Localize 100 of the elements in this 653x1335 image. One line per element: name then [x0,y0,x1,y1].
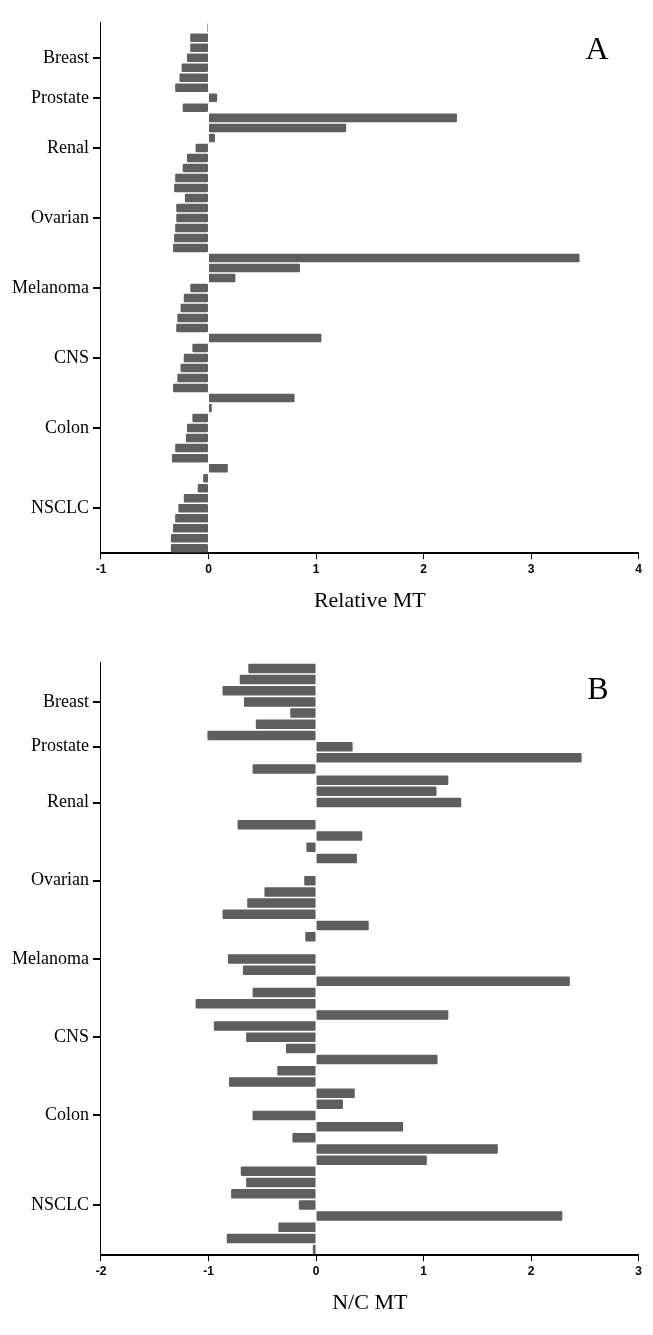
bar [176,213,209,223]
bar [181,63,209,73]
bar [173,523,209,533]
bar [255,719,316,730]
bar [316,1099,343,1110]
annotation: B [587,670,609,707]
bar [175,223,209,233]
y-tick-label: CNS [53,1025,89,1046]
bar [285,1043,316,1054]
x-tick-label: 0 [312,1263,320,1278]
bar [207,730,316,741]
bar [209,393,295,403]
bar [209,93,218,103]
bar [209,263,300,273]
x-tick-label: -1 [95,561,107,576]
y-tick-label: Colon [44,1104,89,1125]
bar [183,353,209,363]
bar [306,842,316,852]
bar [222,685,316,696]
bar [222,909,316,920]
bar [175,443,209,453]
annotation: A [585,30,609,67]
bar [176,203,209,213]
bar [316,1211,563,1221]
bar [316,831,363,841]
bar [240,1166,316,1177]
x-tick-label: -1 [203,1263,215,1278]
bar [316,775,449,785]
bar [183,493,209,503]
bar [248,663,316,674]
x-tick-label: -2 [95,1263,107,1278]
y-tick-label: NSCLC [30,496,89,517]
bar [316,786,437,797]
bar [187,423,209,433]
bar [316,976,570,987]
x-axis-title: Relative MT [313,586,427,612]
bar [173,243,209,253]
bar [195,143,209,153]
bar [316,1088,355,1098]
bar [316,853,357,864]
x-tick-label: 3 [527,561,535,576]
bar [178,503,209,513]
bar [174,233,209,243]
bar [170,543,209,553]
bar [174,183,209,193]
bar [209,113,457,123]
bar [316,797,462,808]
y-tick-label: Renal [46,791,89,812]
bar [209,123,347,133]
bar [182,163,209,173]
bar [209,253,580,263]
x-tick-label: 2 [420,561,428,576]
bar [171,453,209,463]
bar [316,741,353,752]
bar [209,463,228,473]
bar [182,103,209,113]
y-tick-label: Breast [42,690,89,711]
bar [180,303,209,313]
bar [187,153,209,163]
bar [175,83,209,93]
bar [179,73,209,83]
bar [190,283,209,293]
bar [316,1010,449,1020]
bar [209,333,322,343]
bar [190,43,209,53]
bar [192,413,209,423]
bar [226,1233,316,1244]
bar [237,820,316,830]
y-tick-label: Colon [44,416,89,437]
bar [316,753,582,763]
x-tick-label: 3 [635,1263,643,1278]
x-tick-label: 1 [420,1263,428,1278]
x-tick-label: 1 [312,561,320,576]
bar [252,987,316,998]
bar [305,931,316,942]
x-axis-title: N/C MT [332,1288,408,1314]
x-tick-label: 0 [205,561,213,576]
y-tick-label: Renal [46,136,89,157]
bar [190,33,209,43]
y-tick-label: Ovarian [30,869,89,890]
bar [177,313,209,323]
x-tick-label: 2 [527,1263,535,1278]
bar [298,1200,316,1210]
bar [173,383,209,393]
bar [177,373,209,383]
bar [316,1054,438,1065]
bar [170,533,209,543]
bar [184,193,209,203]
y-tick-label: NSCLC [30,1193,89,1214]
bar [185,433,209,443]
y-tick-label: CNS [53,346,89,367]
bar [316,1121,404,1132]
y-tick-label: Prostate [30,86,89,107]
y-tick-label: Ovarian [30,206,89,227]
bar [246,1177,316,1188]
bar [316,920,369,931]
bar [292,1133,316,1143]
bar [197,483,209,493]
x-tick-label: 4 [635,561,643,576]
bar [180,363,209,373]
